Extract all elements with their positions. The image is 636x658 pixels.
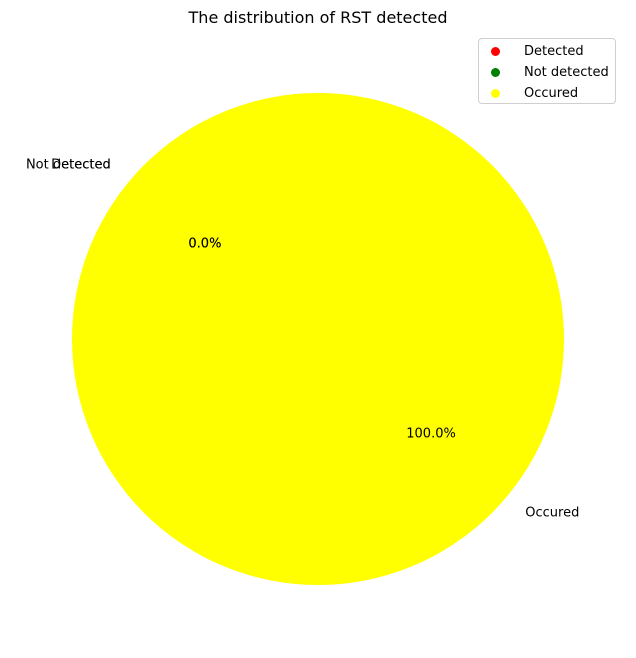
legend-entry-occured: Occured xyxy=(479,82,617,104)
legend-marker-occured xyxy=(491,88,500,98)
legend-entry-detected: Detected xyxy=(479,40,617,62)
slice-percent-occured: 100.0% xyxy=(406,426,456,441)
slice-label-occured: Occured xyxy=(525,505,579,520)
pie-slice-occured xyxy=(72,93,564,585)
legend-label-occured: Occured xyxy=(524,85,579,101)
legend-marker-detected xyxy=(491,46,500,56)
legend: Detected Not detected Occured xyxy=(478,38,616,104)
legend-label-not-detected: Not detected xyxy=(524,64,609,80)
slice-percent-detected: 0.0% xyxy=(188,237,221,252)
slice-label-detected: Detected xyxy=(51,158,111,173)
slice-label-not-detected: Not detected xyxy=(26,158,111,173)
slice-percent-not-detected: 0.0% xyxy=(188,237,221,252)
chart-title: The distribution of RST detected xyxy=(188,8,448,27)
legend-marker-not-detected xyxy=(491,67,500,77)
legend-label-detected: Detected xyxy=(524,43,584,59)
legend-entry-not-detected: Not detected xyxy=(479,61,617,83)
pie-slices xyxy=(72,93,564,585)
